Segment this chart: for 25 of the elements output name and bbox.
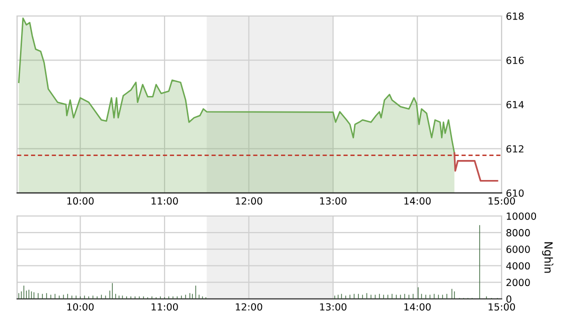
- y-tick-label: 618: [506, 12, 524, 20]
- y-tick-label: 614: [506, 100, 524, 108]
- y-tick-label: 0: [506, 295, 512, 303]
- y-axis-title: Nghìn: [542, 242, 554, 273]
- x-tick-label: 13:00: [320, 303, 346, 311]
- x-tick-label: 12:00: [236, 197, 262, 205]
- y-tick-label: 10000: [506, 212, 536, 220]
- y-tick-label: 4000: [506, 262, 530, 270]
- y-tick-label: 6000: [506, 246, 530, 253]
- y-tick-label: 8000: [506, 229, 530, 236]
- y-tick-label: 612: [506, 145, 524, 153]
- x-tick-label: 11:00: [152, 303, 178, 311]
- x-tick-label: 10:00: [67, 303, 94, 311]
- x-tick-label: 15:00: [488, 303, 515, 311]
- y-tick-label: 610: [506, 189, 524, 197]
- x-tick-label: 15:00: [488, 197, 515, 205]
- x-tick-label: 10:00: [67, 197, 94, 205]
- line-series: [454, 152, 498, 182]
- x-tick-label: 14:00: [404, 197, 431, 205]
- y-tick-label: 2000: [506, 278, 530, 286]
- x-tick-label: 13:00: [320, 197, 346, 205]
- x-tick-label: 11:00: [152, 197, 178, 205]
- x-tick-label: 14:00: [404, 303, 431, 311]
- x-tick-label: 12:00: [236, 303, 262, 311]
- y-tick-label: 616: [506, 56, 524, 64]
